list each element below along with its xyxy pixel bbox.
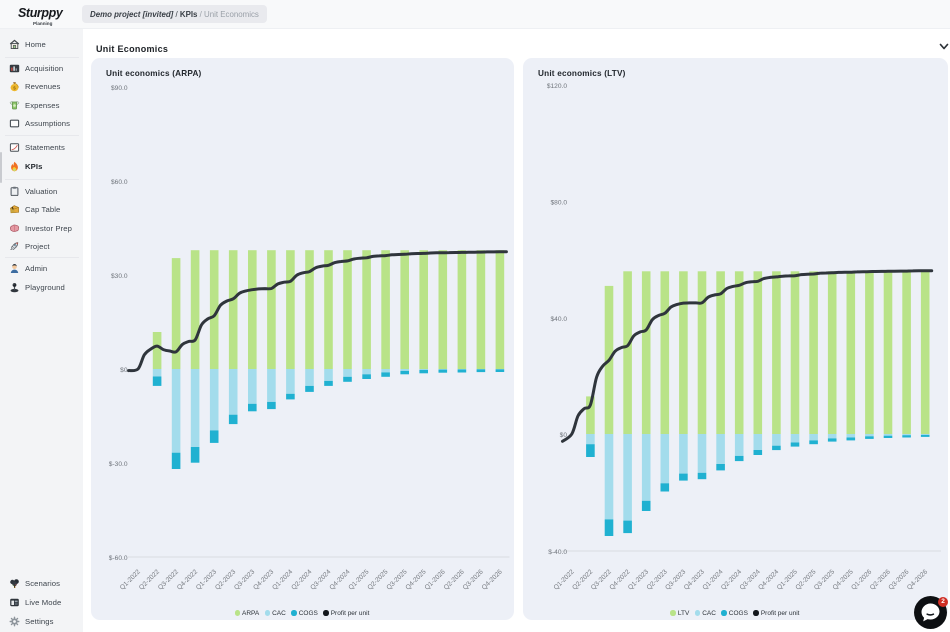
svg-text:$40.0: $40.0 xyxy=(550,316,567,323)
svg-text:$0: $0 xyxy=(560,432,568,439)
svg-text:$60.0: $60.0 xyxy=(111,179,128,186)
svg-text:$0: $0 xyxy=(120,367,128,374)
svg-text:$80.0: $80.0 xyxy=(550,200,567,207)
svg-text:$-60.0: $-60.0 xyxy=(109,555,128,562)
svg-text:Q4-2026: Q4-2026 xyxy=(481,568,504,591)
svg-text:$30.0: $30.0 xyxy=(111,273,128,280)
svg-text:$-30.0: $-30.0 xyxy=(109,461,128,468)
svg-text:$-40.0: $-40.0 xyxy=(548,549,567,556)
svg-text:Q4-2026: Q4-2026 xyxy=(906,568,929,591)
svg-text:$90.0: $90.0 xyxy=(111,85,128,92)
svg-text:$120.0: $120.0 xyxy=(547,83,568,90)
svg-text:$: $ xyxy=(13,85,16,90)
